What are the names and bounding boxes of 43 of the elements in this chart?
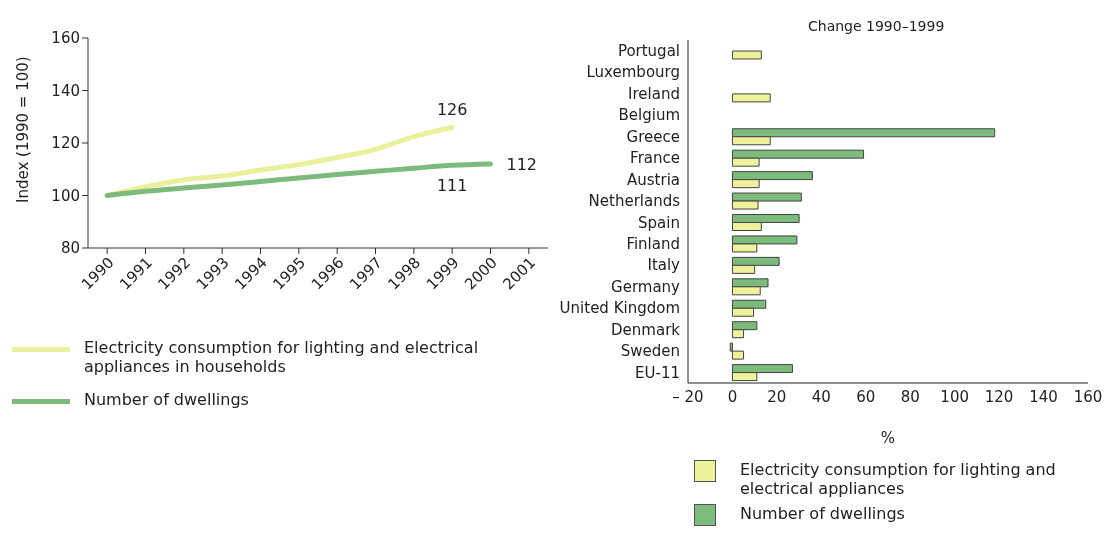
x-tick-label: 0 <box>727 387 738 406</box>
y-tick-label: 120 <box>51 134 80 153</box>
y-axis-title: Index (1990 = 100) <box>14 56 33 203</box>
legend-label: Electricity consumption for lighting and electrical appliances <box>740 460 1057 498</box>
y-tick-label: 160 <box>51 29 80 48</box>
legend-label: Number of dwellings <box>84 390 249 409</box>
legend-label: Electricity consumption for lighting and electrical appliances in households <box>84 338 480 376</box>
chart-title: Change 1990–1999 <box>808 18 945 34</box>
y-tick-label: Portugal <box>617 42 680 61</box>
x-tick-label: 40 <box>811 387 831 406</box>
data-label: 126 <box>436 100 468 120</box>
x-tick-label: 20 <box>767 387 787 406</box>
x-tick-label: 120 <box>984 387 1014 406</box>
y-tick-label: Spain <box>638 213 680 232</box>
y-tick-label: Greece <box>626 127 680 146</box>
y-tick-label: Germany <box>611 277 681 296</box>
y-tick-label: Belgium <box>618 106 680 125</box>
bar <box>731 93 771 103</box>
y-tick-label: Italy <box>647 256 681 275</box>
y-tick-label: Ireland <box>628 84 680 103</box>
data-label: 111 <box>436 176 468 196</box>
x-axis-title: % <box>880 429 896 447</box>
bar <box>731 50 762 60</box>
y-tick-label: Luxembourg <box>586 63 680 82</box>
x-tick-label: 60 <box>856 387 876 406</box>
legend-label: Number of dwellings <box>740 504 905 523</box>
data-label: 112 <box>506 155 538 174</box>
y-tick-label: Finland <box>626 234 680 253</box>
x-tick-label: 160 <box>1073 387 1103 406</box>
x-tick-label: 80 <box>900 387 920 406</box>
x-tick-label: – 20 <box>672 387 704 406</box>
y-tick-label: Netherlands <box>588 192 681 211</box>
y-tick-label: United Kingdom <box>559 299 680 318</box>
y-tick-label: EU-11 <box>635 363 680 382</box>
y-tick-label: Austria <box>627 170 680 189</box>
y-tick-label: 80 <box>60 239 80 258</box>
y-tick-label: France <box>630 149 680 168</box>
y-tick-label: 100 <box>51 186 80 205</box>
x-tick-label: 140 <box>1029 387 1058 406</box>
y-tick-label: 140 <box>51 81 80 100</box>
y-tick-label: Sweden <box>620 342 680 361</box>
y-tick-label: Denmark <box>611 320 681 339</box>
x-tick-label: 100 <box>940 387 969 406</box>
